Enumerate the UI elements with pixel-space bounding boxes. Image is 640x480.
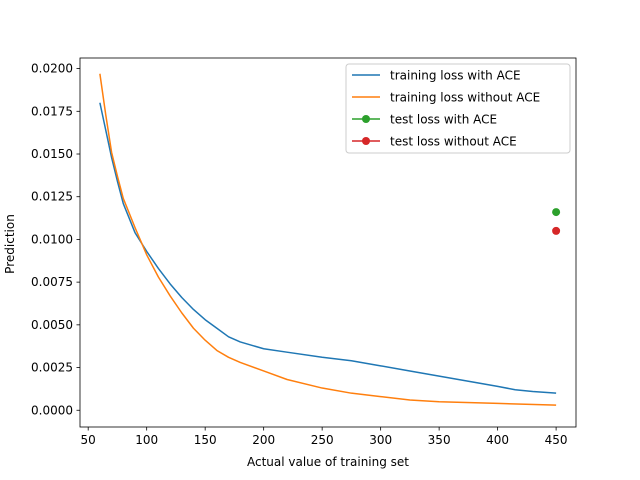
y-tick-label: 0.0000 [31,403,73,417]
y-tick-label: 0.0050 [31,318,73,332]
y-tick-label: 0.0025 [31,361,73,375]
y-tick-label: 0.0150 [31,147,73,161]
series-layer [99,73,561,406]
legend-marker-4 [362,137,370,145]
series-point-4-1 [552,226,561,235]
x-tick-label: 150 [194,433,217,447]
x-axis-label: Actual value of training set [247,455,409,469]
x-tick-label: 350 [428,433,451,447]
x-tick-label: 100 [135,433,158,447]
x-tick-label: 250 [311,433,334,447]
y-tick-label: 0.0100 [31,232,73,246]
x-tick-label: 200 [252,433,275,447]
legend-marker-3 [362,115,370,123]
plot-frame [79,57,577,428]
series-point-3-1 [552,208,561,217]
legend-label-4: test loss without ACE [390,135,517,149]
x-tick-label: 400 [486,433,509,447]
legend-label-1: training loss with ACE [390,69,521,83]
axes-layer: 50 100 150 200 250 300 350 400 450 0.0000 0.0025 0.… [31,57,577,447]
y-tick-label: 0.0075 [31,275,73,289]
legend-label-3: test loss with ACE [390,113,497,127]
legend-box [345,63,571,154]
x-tick-label: 450 [545,433,568,447]
legend: training loss with ACE training loss with… [345,63,571,154]
x-tick-label: 50 [81,433,96,447]
y-axis-label: Prediction [3,214,17,274]
series-line-1 [99,102,557,394]
y-tick-label: 0.0200 [31,62,73,76]
x-tick-label: 300 [369,433,392,447]
y-tick-label: 0.0125 [31,190,73,204]
legend-label-2: training loss without ACE [390,91,540,105]
y-tick-label: 0.0175 [31,104,73,118]
series-line-2 [99,73,557,406]
